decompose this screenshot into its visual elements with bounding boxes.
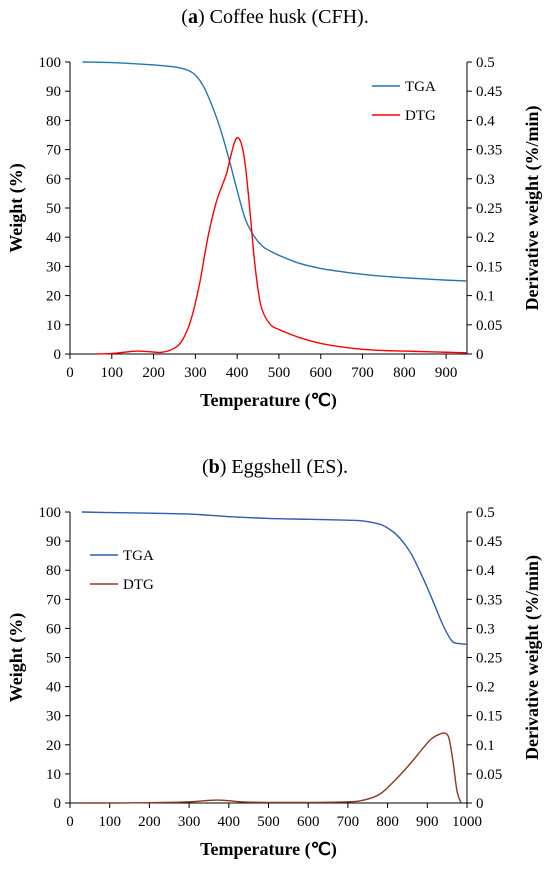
chart-a-y-tick-label: 20 — [46, 289, 61, 305]
caption-b-text: Eggshell (ES). — [226, 456, 349, 478]
caption-b-letter: b — [208, 456, 220, 478]
chart-b-y-tick-label: 0 — [54, 796, 62, 812]
chart-b-y2-tick-label: 0.5 — [476, 505, 495, 521]
chart-a-legend-label-dtg: DTG — [405, 108, 436, 124]
chart-b-x-tick-label: 800 — [376, 814, 399, 830]
chart-a-x-tick-label: 300 — [184, 365, 207, 381]
chart-b-y2-tick-label: 0.45 — [476, 534, 502, 550]
chart-a-x-tick-label: 100 — [101, 365, 124, 381]
chart-a-y-tick-label: 50 — [46, 201, 61, 217]
caption-a-text: Coffee husk (CFH). — [204, 6, 369, 28]
chart-a-y-tick-label: 80 — [46, 113, 61, 129]
chart-a-y2-tick-label: 0.35 — [476, 143, 502, 159]
chart-a-x-tick-label: 600 — [309, 365, 332, 381]
chart-a-series-tga-line — [82, 61, 468, 282]
chart-b-x-tick-label: 700 — [337, 814, 360, 830]
chart-a-x-axis-title: Temperature (℃) — [200, 390, 337, 411]
chart-b-x-tick-label: 100 — [98, 814, 121, 830]
chart-a-y2-tick-label: 0.05 — [476, 318, 502, 334]
chart-b-series-tga-line — [81, 511, 468, 646]
chart-a-y-tick-label: 30 — [46, 259, 61, 275]
chart-b-y2-tick-label: 0.3 — [476, 621, 495, 637]
chart-b-y2-tick-label: 0.25 — [476, 651, 502, 667]
chart-a-y-tick-label: 70 — [46, 143, 61, 159]
chart-b-y-tick-label: 50 — [46, 651, 61, 667]
chart-a-x-tick-label: 200 — [142, 365, 165, 381]
chart-a-x-tick-label: 800 — [393, 365, 416, 381]
chart-a-y2-tick-label: 0.4 — [476, 113, 495, 129]
chart-a-series-dtg-line — [95, 136, 468, 355]
caption-b: (b) Eggshell (ES). — [201, 456, 349, 478]
chart-b-x-tick-label: 200 — [138, 814, 161, 830]
chart-b-x-tick-label: 300 — [178, 814, 201, 830]
chart-b-y-tick-label: 100 — [39, 505, 62, 521]
chart-b-y-tick-label: 40 — [46, 680, 61, 696]
chart-a-y2-tick-label: 0.15 — [476, 259, 502, 275]
caption-a-letter: a — [187, 6, 198, 28]
chart-b-x-axis-title: Temperature (℃) — [200, 839, 337, 860]
chart-a-y-tick-label: 10 — [46, 318, 61, 334]
chart-a-y-tick-label: 100 — [39, 55, 62, 71]
chart-b-y2-tick-label: 0 — [476, 796, 484, 812]
chart-a-x-tick-label: 900 — [435, 365, 458, 381]
chart-b-y-tick-label: 80 — [46, 563, 61, 579]
chart-a-y2-tick-label: 0.3 — [476, 172, 495, 188]
chart-a-y-tick-label: 40 — [46, 230, 61, 246]
chart-b-x-tick-label: 600 — [297, 814, 320, 830]
chart-b-y2-tick-label: 0.2 — [476, 680, 495, 696]
chart-b-x-tick-label: 0 — [66, 814, 74, 830]
chart-b-y-tick-label: 10 — [46, 767, 61, 783]
chart-a-y2-axis-title: Derivative weight (%/min) — [522, 106, 543, 311]
chart-a-legend-label-tga: TGA — [405, 79, 436, 95]
chart-a-y-tick-label: 60 — [46, 172, 61, 188]
chart-a-x-tick-label: 700 — [351, 365, 374, 381]
chart-b-y2-tick-label: 0.35 — [476, 592, 502, 608]
chart-b-y-axis-title: Weight (%) — [6, 613, 27, 703]
chart-a-y2-tick-label: 0.1 — [476, 289, 495, 305]
chart-a-y2-tick-label: 0.45 — [476, 84, 502, 100]
chart-b-y2-tick-label: 0.4 — [476, 563, 495, 579]
chart-b-x-tick-label: 500 — [257, 814, 280, 830]
chart-b: 0 100 200 300 400 500 600 700 800 900 100001020304… — [6, 505, 543, 860]
chart-b-x-tick-label: 400 — [218, 814, 241, 830]
chart-b-y-tick-label: 70 — [46, 592, 61, 608]
chart-b-legend-label-dtg: DTG — [123, 577, 154, 593]
chart-a: 0 100 200 300 400 500 600 700 800 900010203040506… — [6, 55, 543, 411]
chart-b-y-tick-label: 90 — [46, 534, 61, 550]
chart-b-y-tick-label: 20 — [46, 738, 61, 754]
chart-a-y2-tick-label: 0.25 — [476, 201, 502, 217]
chart-b-series-dtg-line — [81, 732, 462, 804]
chart-b-y2-tick-label: 0.1 — [476, 738, 495, 754]
chart-b-y2-tick-label: 0.05 — [476, 767, 502, 783]
caption-a: (a) Coffee husk (CFH). — [181, 6, 369, 28]
chart-a-x-tick-label: 500 — [268, 365, 291, 381]
chart-b-y2-axis-title: Derivative weight (%/min) — [522, 555, 543, 760]
chart-a-x-tick-label: 400 — [226, 365, 249, 381]
chart-a-y2-tick-label: 0.2 — [476, 230, 495, 246]
chart-b-y2-tick-label: 0.15 — [476, 709, 502, 725]
chart-b-x-tick-label: 1000 — [452, 814, 482, 830]
chart-a-x-tick-label: 0 — [66, 365, 74, 381]
chart-a-y-axis-title: Weight (%) — [6, 163, 27, 253]
chart-a-y-tick-label: 90 — [46, 84, 61, 100]
chart-a-y-tick-label: 0 — [54, 347, 62, 363]
chart-a-y2-tick-label: 0.5 — [476, 55, 495, 71]
chart-b-legend-label-tga: TGA — [123, 548, 154, 564]
chart-b-x-tick-label: 900 — [416, 814, 439, 830]
chart-b-y-tick-label: 60 — [46, 621, 61, 637]
chart-b-y-tick-label: 30 — [46, 709, 61, 725]
chart-a-y2-tick-label: 0 — [476, 347, 484, 363]
